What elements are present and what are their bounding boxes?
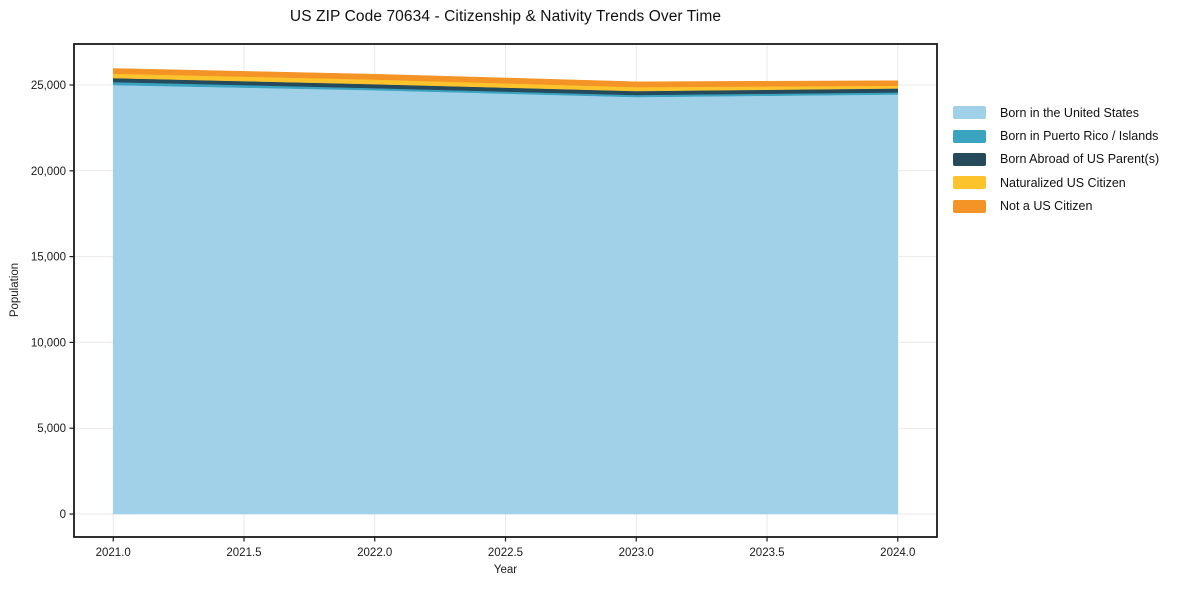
legend-swatch — [953, 176, 986, 190]
y-tick-label: 10,000 — [31, 337, 66, 349]
legend-label: Not a US Citizen — [1000, 199, 1093, 214]
x-axis-label: Year — [493, 564, 518, 576]
x-tick-label: 2023.0 — [619, 547, 654, 559]
x-tick-label: 2023.5 — [749, 547, 784, 559]
legend-label: Born in the United States — [1000, 105, 1139, 120]
legend-item-born-abroad-of-us-parent-s: Born Abroad of US Parent(s) — [953, 148, 1159, 171]
legend: Born in the United States Born in Puerto … — [953, 101, 1159, 218]
legend-label: Naturalized US Citizen — [1000, 175, 1126, 190]
x-tick-label: 2022.0 — [357, 547, 392, 559]
legend-item-not-a-us-citizen: Not a US Citizen — [953, 195, 1159, 218]
legend-label: Born in Puerto Rico / Islands — [1000, 129, 1159, 144]
legend-swatch — [953, 106, 986, 120]
legend-swatch — [953, 152, 986, 166]
x-tick-label: 2021.0 — [96, 547, 131, 559]
y-tick-label: 5,000 — [37, 423, 66, 435]
legend-item-naturalized-us-citizen: Naturalized US Citizen — [953, 171, 1159, 194]
legend-item-born-in-puerto-rico-islands: Born in Puerto Rico / Islands — [953, 124, 1159, 147]
legend-item-born-in-the-united-states: Born in the United States — [953, 101, 1159, 124]
area-born-in-the-united-states — [112, 84, 899, 515]
y-tick-label: 0 — [60, 509, 66, 521]
legend-swatch — [953, 129, 986, 143]
area-not-a-us-citizen — [112, 68, 899, 88]
legend-swatch — [953, 199, 986, 213]
x-tick-label: 2024.0 — [880, 547, 915, 559]
y-tick-label: 15,000 — [31, 252, 66, 264]
legend-label: Born Abroad of US Parent(s) — [1000, 152, 1160, 167]
y-tick-label: 20,000 — [31, 166, 66, 178]
chart-title: US ZIP Code 70634 - Citizenship & Nativi… — [289, 8, 722, 25]
y-tick-label: 25,000 — [31, 80, 66, 92]
x-tick-label: 2022.5 — [488, 547, 523, 559]
x-tick-label: 2021.5 — [226, 547, 261, 559]
